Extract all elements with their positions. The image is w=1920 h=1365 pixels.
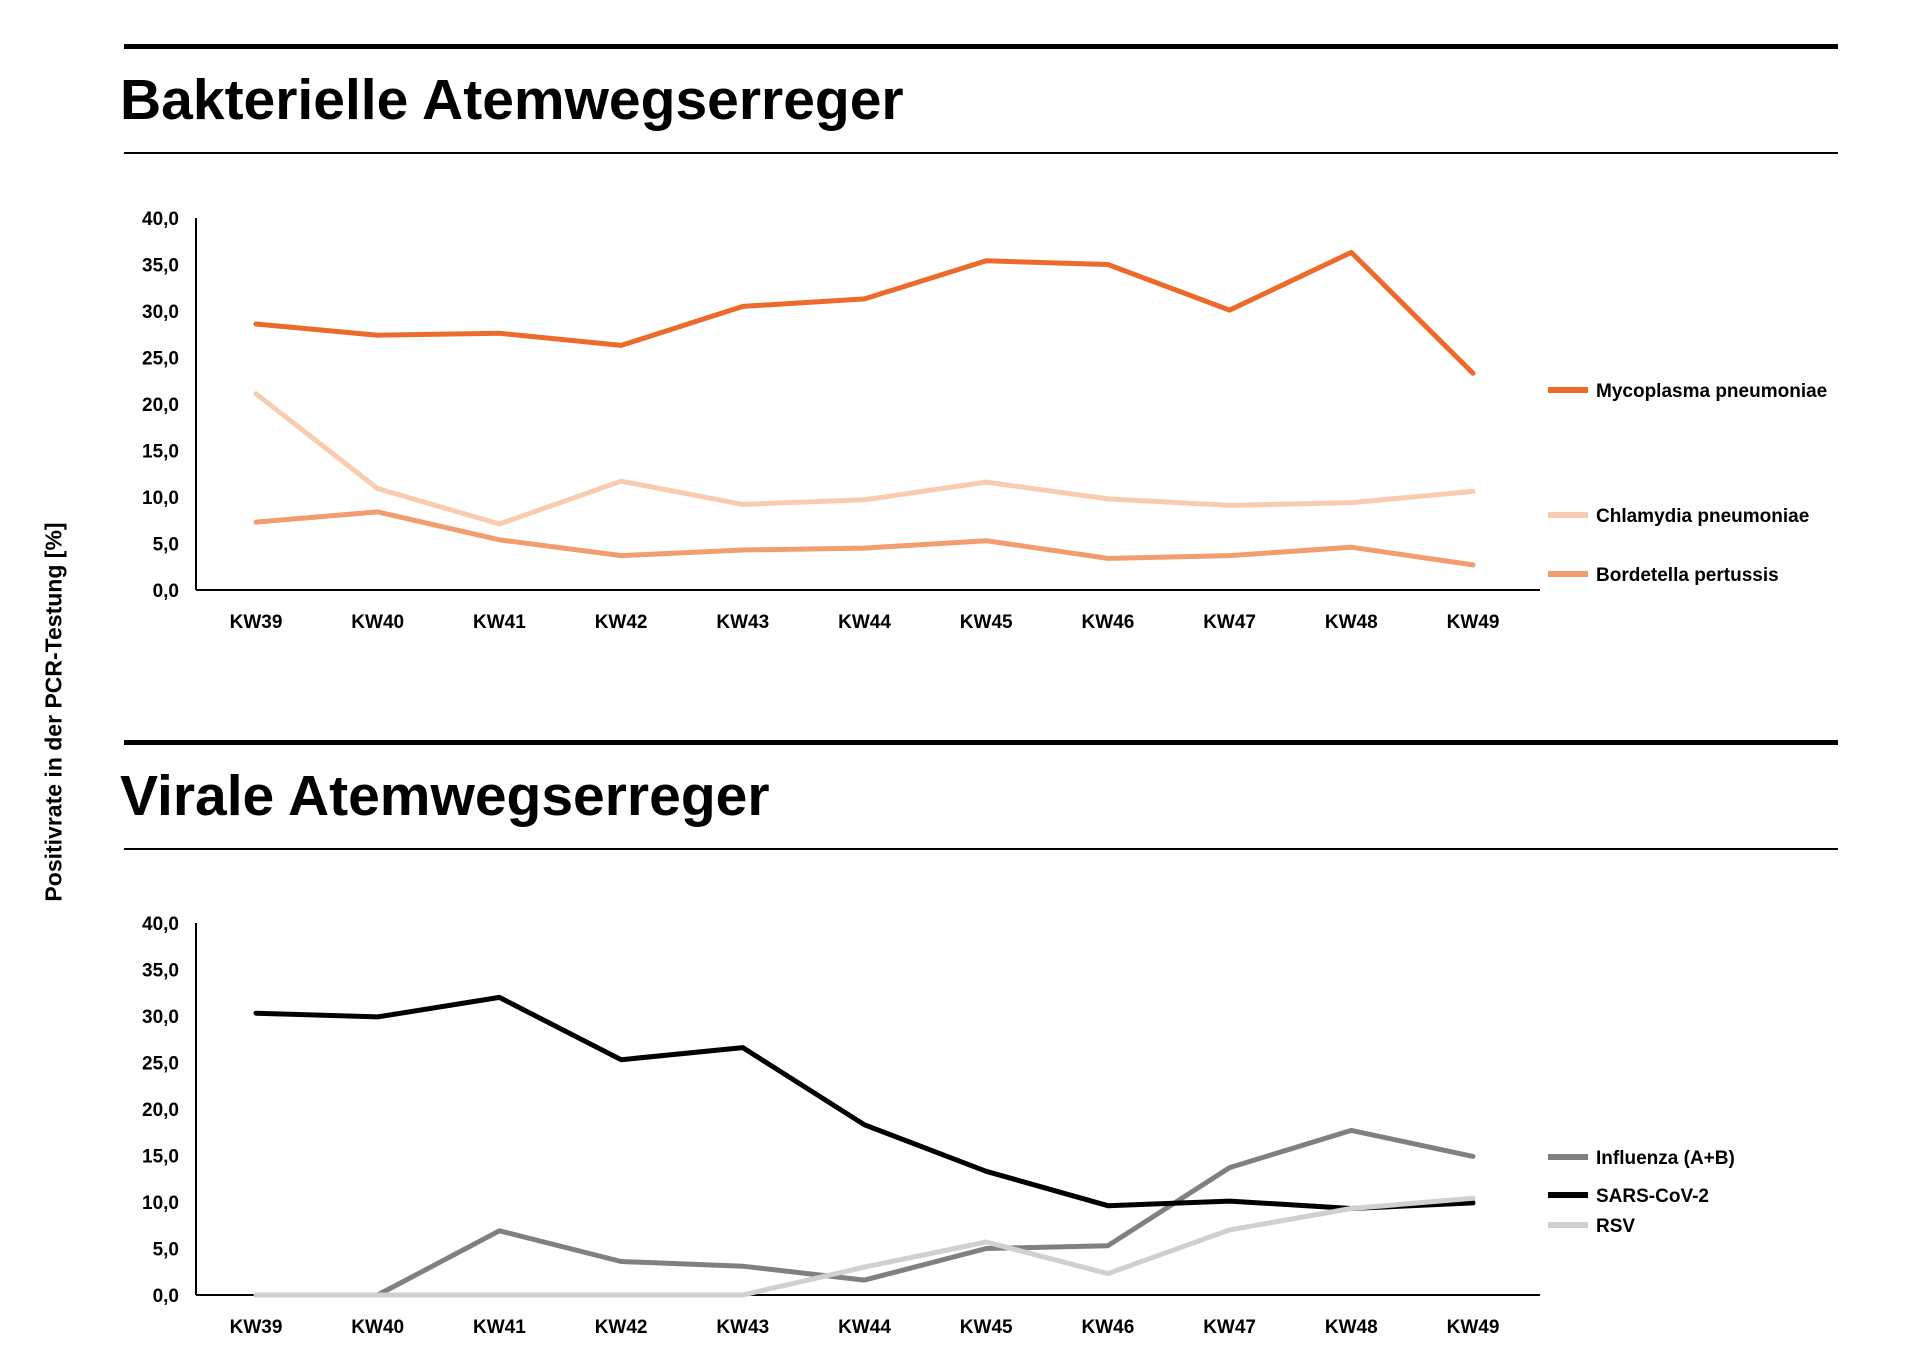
y-tick-label: 35,0 [142, 961, 179, 982]
bacterial-line-chart: 0,0 5,0 10,0 15,0 20,0 25,0 30,0 35,0 40,0 KW39 KW… [142, 209, 1827, 633]
x-tick-label: KW41 [473, 1317, 526, 1338]
series-line-2 [253, 509, 1476, 568]
y-tick-label: 10,0 [142, 1193, 179, 1214]
chart-title-viral: Virale Atemwegserreger [120, 764, 770, 828]
y-tick-label: 40,0 [142, 914, 179, 935]
y-tick-label: 35,0 [142, 256, 179, 277]
viral-line-chart: 0,0 5,0 10,0 15,0 20,0 25,0 30,0 35,0 40,0 KW39 KW… [142, 914, 1735, 1338]
legend-label: Bordetella pertussis [1596, 565, 1779, 586]
x-tick-label: KW48 [1325, 1317, 1378, 1338]
y-tick-label: 0,0 [153, 1286, 179, 1307]
x-tick-label: KW48 [1325, 612, 1378, 633]
series-line-0 [253, 249, 1476, 376]
y-tick-label: 10,0 [142, 488, 179, 509]
x-tick-label: KW45 [960, 612, 1013, 633]
section-rule-top [124, 44, 1838, 49]
x-tick-label: KW43 [716, 612, 769, 633]
x-tick-label: KW45 [960, 1317, 1013, 1338]
legend-label: Chlamydia pneumoniae [1596, 506, 1809, 527]
y-tick-label: 30,0 [142, 302, 179, 323]
x-tick-label: KW41 [473, 612, 526, 633]
x-tick-label: KW49 [1447, 612, 1500, 633]
x-tick-label: KW47 [1203, 1317, 1256, 1338]
x-tick-label: KW42 [595, 1317, 648, 1338]
x-tick-label: KW44 [838, 612, 891, 633]
x-tick-label: KW44 [838, 1317, 891, 1338]
x-tick-label: KW39 [230, 1317, 283, 1338]
y-tick-label: 25,0 [142, 1054, 179, 1075]
x-tick-label: KW47 [1203, 612, 1256, 633]
y-tick-label: 5,0 [153, 535, 179, 556]
y-tick-label: 5,0 [153, 1240, 179, 1261]
y-tick-label: 20,0 [142, 395, 179, 416]
series-line-0 [253, 1127, 1476, 1298]
section-rule-under-title-viral [124, 848, 1838, 850]
y-tick-label: 30,0 [142, 1007, 179, 1028]
y-tick-label: 15,0 [142, 442, 179, 463]
y-tick-label: 25,0 [142, 349, 179, 370]
legend-label: Influenza (A+B) [1596, 1148, 1735, 1169]
legend-label: RSV [1596, 1216, 1635, 1237]
y-tick-label: 40,0 [142, 209, 179, 230]
x-tick-label: KW40 [351, 612, 404, 633]
x-tick-label: KW42 [595, 612, 648, 633]
chart-title-bacterial: Bakterielle Atemwegserreger [120, 68, 904, 132]
x-tick-label: KW43 [716, 1317, 769, 1338]
legend-label: Mycoplasma pneumoniae [1596, 381, 1827, 402]
x-tick-label: KW40 [351, 1317, 404, 1338]
x-tick-label: KW46 [1082, 1317, 1135, 1338]
legend-label: SARS-CoV-2 [1596, 1186, 1709, 1207]
section-rule-under-title [124, 152, 1838, 154]
y-tick-label: 15,0 [142, 1147, 179, 1168]
x-tick-label: KW46 [1082, 612, 1135, 633]
series-line-2 [253, 1195, 1476, 1298]
x-tick-label: KW39 [230, 612, 283, 633]
series-line-1 [253, 994, 1476, 1211]
y-tick-label: 0,0 [153, 581, 179, 602]
series-line-1 [253, 391, 1476, 527]
section-rule-middle [124, 740, 1838, 745]
x-tick-label: KW49 [1447, 1317, 1500, 1338]
y-tick-label: 20,0 [142, 1100, 179, 1121]
